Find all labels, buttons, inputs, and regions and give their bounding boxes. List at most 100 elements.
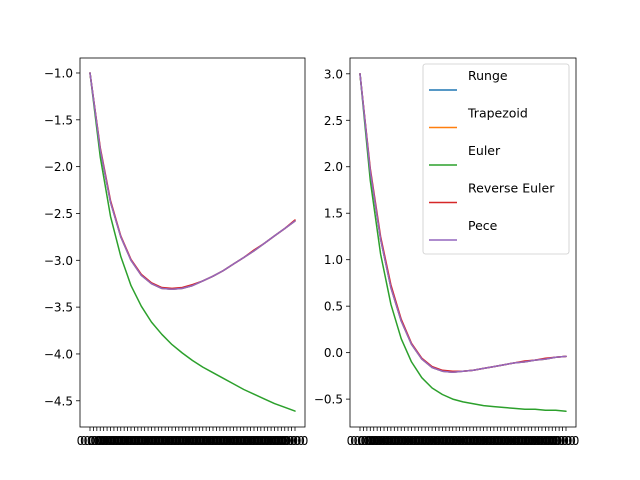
- right-ytick-label: 2.5: [324, 114, 343, 128]
- left-xtick-labels: 0.000.000.000.000.000.000.000.000.000.00…: [77, 434, 309, 448]
- left-xtick-label: 0.00: [278, 434, 305, 448]
- left-xtick-label: 0.00: [138, 434, 165, 448]
- left-xtick-label: 0.00: [128, 434, 155, 448]
- right-xtick-label: 0.00: [542, 434, 569, 448]
- right-xtick-label: 0.00: [460, 434, 487, 448]
- right-xtick-label: 0.00: [378, 434, 405, 448]
- right-xtick-label: 0.00: [381, 434, 408, 448]
- left-xtick-label: 0.00: [234, 434, 261, 448]
- left-xtick-label: 0.00: [227, 434, 254, 448]
- right-xtick-label: 0.00: [494, 434, 521, 448]
- left-axes-frame: [79, 57, 306, 428]
- left-xtick-label: 0.00: [206, 434, 233, 448]
- left-xtick-label: 0.00: [80, 434, 107, 448]
- right-xtick-label: 0.00: [522, 434, 549, 448]
- right-xtick-label: 0.00: [539, 434, 566, 448]
- left-xtick-label: 0.00: [282, 434, 309, 448]
- right-xtick-label: 0.00: [419, 434, 446, 448]
- left-xtick-label: 0.00: [152, 434, 179, 448]
- right-xtick-label: 0.00: [426, 434, 453, 448]
- left-xtick-label: 0.00: [244, 434, 271, 448]
- right-xtick-label: 0.00: [357, 434, 384, 448]
- left-xtick-label: 0.00: [247, 434, 274, 448]
- left-xtick-label: 0.00: [224, 434, 251, 448]
- left-xtick-label: 0.00: [179, 434, 206, 448]
- right-xtick-label: 0.00: [487, 434, 514, 448]
- right-xtick-label: 0.00: [432, 434, 459, 448]
- right-xtick-label: 0.00: [450, 434, 477, 448]
- right-xtick-label: 0.00: [354, 434, 381, 448]
- left-xtick-label: 0.00: [275, 434, 302, 448]
- left-xtick-label: 0.00: [172, 434, 199, 448]
- left-xtick-label: 0.00: [77, 434, 104, 448]
- left-xtick-label: 0.00: [159, 434, 186, 448]
- left-xtick-label: 0.00: [183, 434, 210, 448]
- left-xtick-label: 0.00: [251, 434, 278, 448]
- left-ytick-label: −2.0: [44, 160, 73, 174]
- legend: Runge Trapezoid Euler Reverse Euler Pece: [422, 63, 570, 255]
- right-xtick-label: 0.00: [518, 434, 545, 448]
- right-xtick-label: 0.00: [412, 434, 439, 448]
- left-ytick-label: −3.0: [44, 254, 73, 268]
- legend-frame: [422, 63, 570, 255]
- left-xtick-label: 0.00: [145, 434, 172, 448]
- right-xtick-label: 0.00: [446, 434, 473, 448]
- right-xtick-label: 0.00: [470, 434, 497, 448]
- right-xtick-label: 0.00: [391, 434, 418, 448]
- right-xtick-label: 0.00: [429, 434, 456, 448]
- legend-label: Reverse Euler: [468, 181, 555, 196]
- left-xtick-label: 0.00: [131, 434, 158, 448]
- left-xtick-label: 0.00: [265, 434, 292, 448]
- left-xtick-label: 0.00: [142, 434, 169, 448]
- right-ytick-label: 3.0: [324, 67, 343, 81]
- right-xtick-label: 0.00: [439, 434, 466, 448]
- left-xtick-label: 0.00: [213, 434, 240, 448]
- right-ytick-label: 1.5: [324, 207, 343, 221]
- left-xtick-label: 0.00: [237, 434, 264, 448]
- left-axes: −1.0−1.5−2.0−2.5−3.0−3.5−4.0−4.50.000.00…: [44, 57, 309, 448]
- left-ytick-label: −4.5: [44, 394, 73, 408]
- right-xtick-label: 0.00: [395, 434, 422, 448]
- right-xtick-label: 0.00: [463, 434, 490, 448]
- right-xtick-label: 0.00: [546, 434, 573, 448]
- right-series-euler: [359, 73, 567, 412]
- left-xtick-label: 0.00: [155, 434, 182, 448]
- right-xtick-label: 0.00: [508, 434, 535, 448]
- left-ytick-label: −1.5: [44, 113, 73, 127]
- left-xtick-label: 0.00: [203, 434, 230, 448]
- right-xtick-label: 0.00: [360, 434, 387, 448]
- right-ytick-label: 2.0: [324, 160, 343, 174]
- left-xtick-label: 0.00: [261, 434, 288, 448]
- right-xtick-label: 0.00: [453, 434, 480, 448]
- right-xtick-label: 0.00: [402, 434, 429, 448]
- right-xtick-label: 0.00: [398, 434, 425, 448]
- right-xtick-label: 0.00: [549, 434, 576, 448]
- right-xtick-label: 0.00: [498, 434, 525, 448]
- right-xtick-label: 0.00: [535, 434, 562, 448]
- right-xtick-label: 0.00: [477, 434, 504, 448]
- right-xtick-label: 0.00: [371, 434, 398, 448]
- right-ytick-label: 1.0: [324, 253, 343, 267]
- left-xtick-label: 0.00: [176, 434, 203, 448]
- right-xtick-label: 0.00: [481, 434, 508, 448]
- left-xtick-label: 0.00: [271, 434, 298, 448]
- left-xtick-label: 0.00: [193, 434, 220, 448]
- legend-label: Trapezoid: [467, 106, 528, 121]
- legend-label: Euler: [468, 143, 501, 158]
- left-xtick-label: 0.00: [258, 434, 285, 448]
- left-xtick-label: 0.00: [87, 434, 114, 448]
- right-xtick-labels: 0.000.000.000.000.000.000.000.000.000.00…: [347, 434, 580, 448]
- right-xtick-label: 0.00: [505, 434, 532, 448]
- right-axes-frame: [349, 57, 577, 428]
- right-axes: 3.02.52.01.51.00.50.0−0.50.000.000.000.0…: [314, 57, 580, 448]
- right-xtick-label: 0.00: [436, 434, 463, 448]
- right-xtick-label: 0.00: [367, 434, 394, 448]
- right-xtick-label: 0.00: [532, 434, 559, 448]
- left-xtick-label: 0.00: [94, 434, 121, 448]
- right-ytick-label: −0.5: [314, 393, 343, 407]
- left-xtick-label: 0.00: [220, 434, 247, 448]
- left-xtick-label: 0.00: [196, 434, 223, 448]
- left-series-pece: [89, 72, 296, 291]
- right-xtick-label: 0.00: [443, 434, 470, 448]
